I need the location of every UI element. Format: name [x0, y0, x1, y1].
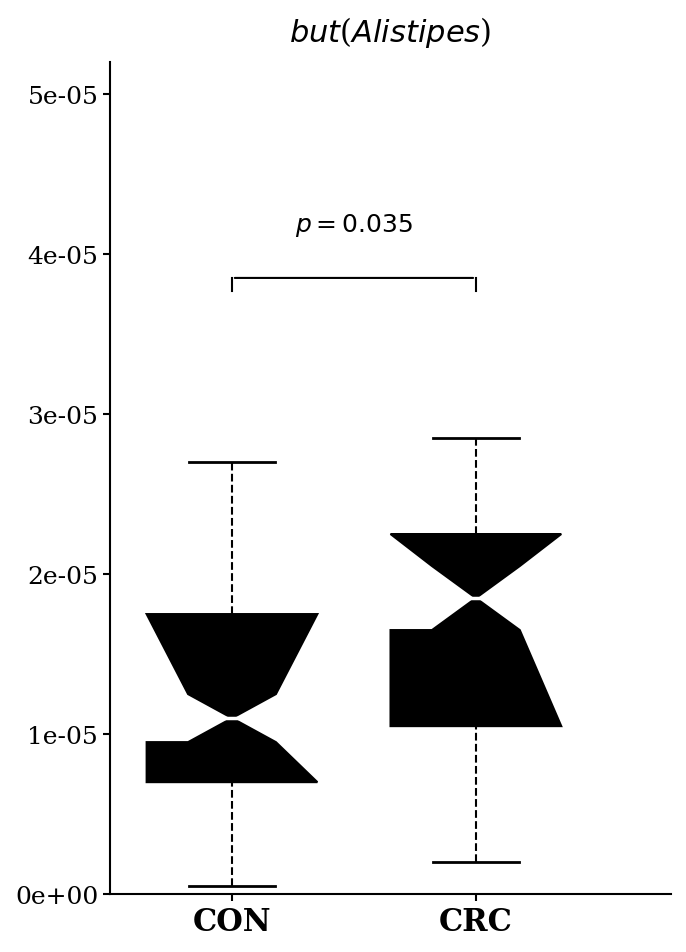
Polygon shape	[147, 614, 318, 783]
Text: $p = 0.035$: $p = 0.035$	[295, 211, 413, 239]
Polygon shape	[390, 534, 561, 726]
Title: $\it{but}$($\it{Alistipes}$): $\it{but}$($\it{Alistipes}$)	[289, 15, 492, 50]
